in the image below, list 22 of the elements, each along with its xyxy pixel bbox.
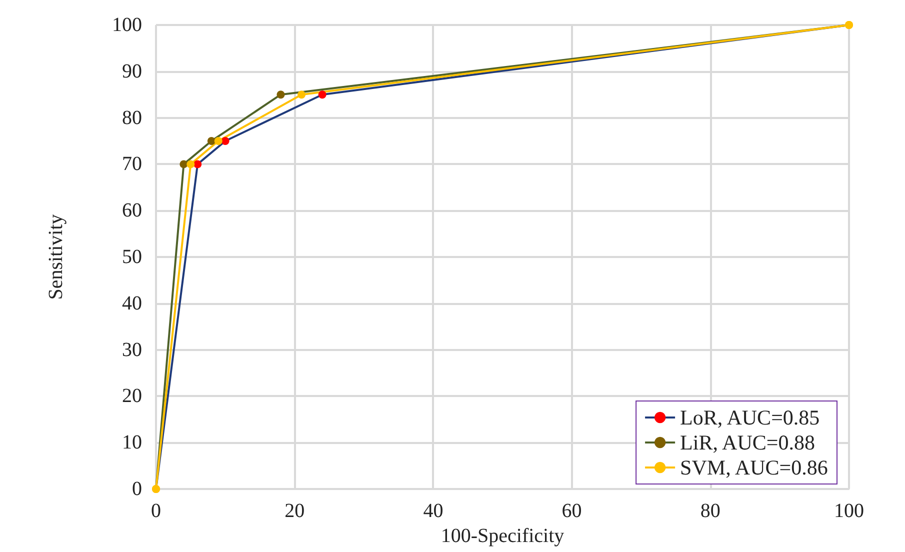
y-tick-label: 60: [122, 200, 142, 222]
y-tick-label: 40: [122, 292, 142, 314]
y-tick-label: 50: [122, 246, 142, 268]
x-tick-label: 100: [834, 500, 864, 522]
y-tick-label: 0: [132, 478, 142, 500]
y-axis-title: Sensitivity: [45, 214, 67, 300]
y-tick-label: 10: [122, 432, 142, 454]
legend-label: LiR, AUC=0.88: [680, 430, 816, 454]
y-tick-label: 90: [122, 60, 142, 82]
x-tick-label: 80: [700, 500, 720, 522]
x-tick-label: 60: [562, 500, 582, 522]
y-tick-label: 100: [112, 14, 142, 36]
y-tick-label: 30: [122, 338, 142, 361]
y-tick-label: 70: [122, 153, 142, 176]
y-tick-label: 80: [122, 106, 142, 129]
y-tick-label: 20: [122, 385, 142, 408]
x-tick-label: 0: [151, 500, 161, 522]
x-tick-label: 40: [423, 500, 444, 522]
x-axis-title: 100-Specificity: [440, 524, 564, 547]
x-tick-label: 20: [284, 500, 305, 522]
legend-label: LoR, AUC=0.85: [680, 406, 820, 430]
legend-label: SVM, AUC=0.86: [680, 456, 828, 480]
